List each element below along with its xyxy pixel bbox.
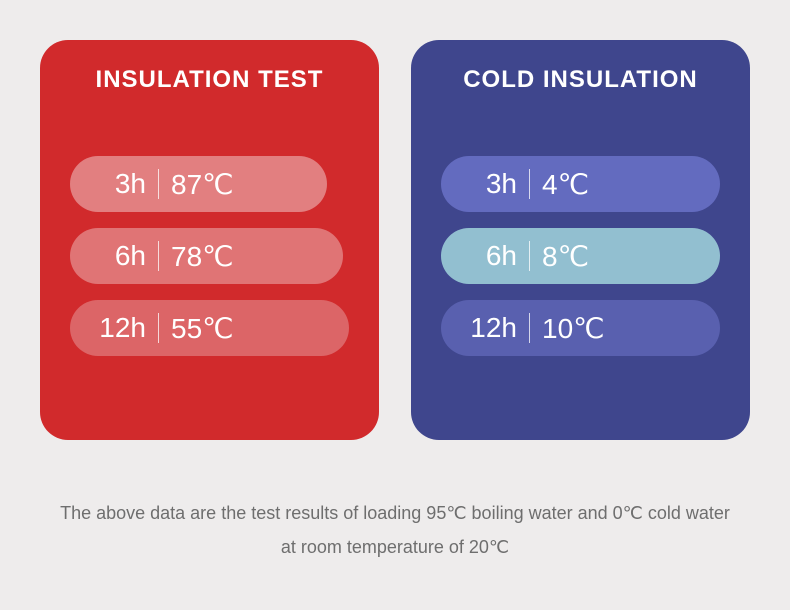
cold-row-2-temp: 10℃ bbox=[542, 312, 605, 345]
cold-row-1-temp: 8℃ bbox=[542, 240, 589, 273]
hot-row-0-time: 3h bbox=[90, 168, 146, 200]
cold-row-2: 12h 10℃ bbox=[441, 300, 720, 356]
divider-icon bbox=[158, 313, 159, 343]
hot-card-title: INSULATION TEST bbox=[70, 66, 349, 94]
cold-row-1: 6h 8℃ bbox=[441, 228, 720, 284]
divider-icon bbox=[529, 241, 530, 271]
cold-card-title: COLD INSULATION bbox=[441, 66, 720, 94]
hot-row-2-temp: 55℃ bbox=[171, 312, 234, 345]
cold-card: COLD INSULATION 3h 4℃ 6h 8℃ 12h 10℃ bbox=[411, 40, 750, 440]
cold-row-2-time: 12h bbox=[461, 312, 517, 344]
divider-icon bbox=[529, 169, 530, 199]
cold-row-0: 3h 4℃ bbox=[441, 156, 720, 212]
hot-row-0-temp: 87℃ bbox=[171, 168, 234, 201]
divider-icon bbox=[158, 241, 159, 271]
hot-row-1-temp: 78℃ bbox=[171, 240, 234, 273]
hot-card: INSULATION TEST 3h 87℃ 6h 78℃ 12h 55℃ bbox=[40, 40, 379, 440]
cold-row-0-time: 3h bbox=[461, 168, 517, 200]
hot-row-0: 3h 87℃ bbox=[70, 156, 327, 212]
hot-row-1: 6h 78℃ bbox=[70, 228, 343, 284]
cold-row-1-time: 6h bbox=[461, 240, 517, 272]
cards-row: INSULATION TEST 3h 87℃ 6h 78℃ 12h 55℃ CO… bbox=[0, 0, 790, 440]
divider-icon bbox=[158, 169, 159, 199]
hot-row-1-time: 6h bbox=[90, 240, 146, 272]
hot-row-2: 12h 55℃ bbox=[70, 300, 349, 356]
divider-icon bbox=[529, 313, 530, 343]
footnote-text: The above data are the test results of l… bbox=[0, 496, 790, 564]
hot-row-2-time: 12h bbox=[90, 312, 146, 344]
cold-row-0-temp: 4℃ bbox=[542, 168, 589, 201]
hot-pills: 3h 87℃ 6h 78℃ 12h 55℃ bbox=[70, 156, 349, 356]
cold-pills: 3h 4℃ 6h 8℃ 12h 10℃ bbox=[441, 156, 720, 356]
